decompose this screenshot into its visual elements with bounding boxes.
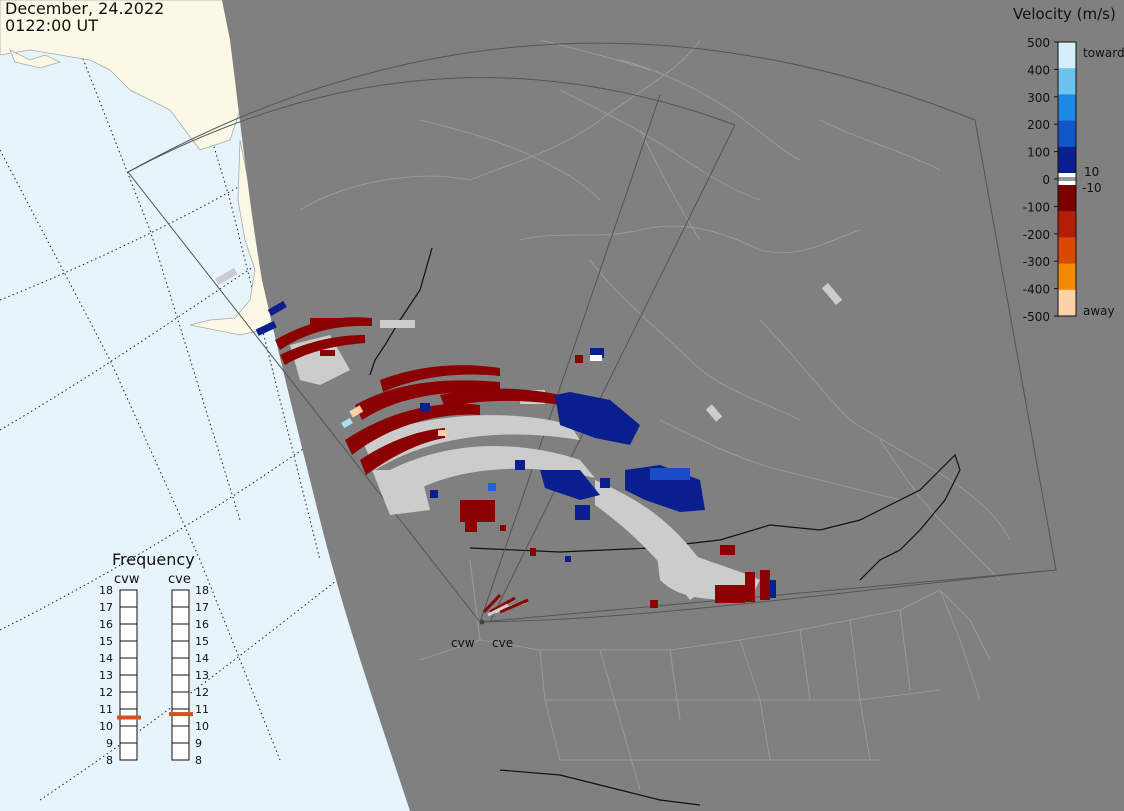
- legend-title: Velocity (m/s): [1013, 5, 1116, 23]
- frequency-scale-label-right: 16: [195, 618, 209, 631]
- radar-site-label-cve: cve: [492, 636, 513, 650]
- frequency-scale-label-right: 13: [195, 669, 209, 682]
- frequency-scale-label-left: 8: [106, 754, 113, 767]
- frequency-ticks: [120, 589, 189, 761]
- colorbar-segment-toward: [1058, 146, 1076, 174]
- colorbar-zero-line: [1058, 177, 1076, 181]
- frequency-scale-label-left: 18: [99, 584, 113, 597]
- velocity-tick-label: 200: [1027, 118, 1050, 132]
- velocity-tick-label: -300: [1023, 255, 1050, 269]
- frequency-scale-label-left: 11: [99, 703, 113, 716]
- colorbar-segment-toward: [1058, 42, 1076, 69]
- date-label: December, 24.2022: [5, 0, 165, 18]
- frequency-scale-label-right: 8: [195, 754, 202, 767]
- velocity-tick-label: -400: [1023, 283, 1050, 297]
- colorbar-segment-away: [1058, 263, 1076, 291]
- frequency-scale-label-right: 18: [195, 584, 209, 597]
- colorbar-segment-toward: [1058, 68, 1076, 95]
- velocity-tick-label: 400: [1027, 63, 1050, 77]
- country-borders: [369, 247, 961, 806]
- frequency-title: Frequency: [112, 550, 195, 569]
- frequency-scale-label-right: 14: [195, 652, 209, 665]
- radar-site-label-cvw: cvw: [451, 636, 475, 650]
- frequency-label-cvw: cvw: [114, 572, 140, 587]
- frequency-marker-cve: [169, 712, 193, 717]
- colorbar-segment-away: [1058, 185, 1076, 212]
- velocity-away-cells: [275, 317, 770, 608]
- frequency-scale-label-right: 10: [195, 720, 209, 733]
- velocity-tick-label: -100: [1023, 200, 1050, 214]
- near-range-cells: [482, 593, 529, 617]
- frequency-scale-label-left: 10: [99, 720, 113, 733]
- frequency-scale-label-left: 15: [99, 635, 113, 648]
- velocity-tick-label: -200: [1023, 228, 1050, 242]
- frequency-scale-label-right: 17: [195, 601, 209, 614]
- radar-site-dot: [479, 619, 485, 625]
- frequency-scale-label-right: 9: [195, 737, 202, 750]
- time-label: 0122:00 UT: [5, 16, 99, 35]
- night-shade: [222, 0, 1124, 811]
- ground-scatter: [214, 267, 843, 600]
- velocity-legend: 500 400 300 200 100 0 -100 -200 -300 -400 -500 tow…: [1023, 36, 1124, 324]
- colorbar-segment-away: [1058, 211, 1076, 238]
- frequency-scale-label-right: 12: [195, 686, 209, 699]
- frequency-scale-label-left: 9: [106, 737, 113, 750]
- frequency-scale-label-left: 13: [99, 669, 113, 682]
- frequency-scale-labels: 18 18 17 17 16 16 15 15 14 14 13 13 12 12 11 11 10 10 9 9 8 8: [99, 584, 209, 767]
- colorbar-segment-away: [1058, 237, 1076, 265]
- legend-toward-label: toward: [1083, 46, 1124, 60]
- lat-lon-grid: [0, 0, 351, 801]
- radar-fields-of-view: [127, 42, 1057, 623]
- velocity-tick-label: 500: [1027, 36, 1050, 50]
- radar-site-markers: cvw cve: [451, 619, 513, 650]
- colorbar-segment-away: [1058, 289, 1076, 317]
- velocity-colorbar: [1058, 42, 1076, 317]
- colorbar-segment-toward: [1058, 94, 1076, 122]
- frequency-scale-label-right: 15: [195, 635, 209, 648]
- frequency-scale-label-left: 16: [99, 618, 113, 631]
- legend-neg-threshold: -10: [1082, 181, 1102, 195]
- legend-pos-threshold: 10: [1084, 165, 1099, 179]
- frequency-marker-cvw: [117, 715, 141, 720]
- land-coastlines: [299, 39, 1011, 581]
- velocity-tick-label: 0: [1042, 173, 1050, 187]
- state-borders: [419, 559, 991, 791]
- frequency-panel: Frequency cvw cve 18 18 17 17 16 16 15 15 14 14 13…: [99, 550, 209, 767]
- frequency-label-cve: cve: [168, 572, 191, 587]
- velocity-highlight-cells: [341, 355, 690, 491]
- frequency-scale-label-left: 17: [99, 601, 113, 614]
- frequency-scale-label-right: 11: [195, 703, 209, 716]
- velocity-tick-label: 100: [1027, 146, 1050, 160]
- legend-away-label: away: [1083, 304, 1115, 318]
- frequency-scale-label-left: 12: [99, 686, 113, 699]
- velocity-tick-label: -500: [1023, 310, 1050, 324]
- colorbar-segment-toward: [1058, 120, 1076, 148]
- velocity-tick-label: 300: [1027, 91, 1050, 105]
- frequency-scale-label-left: 14: [99, 652, 113, 665]
- velocity-tick-labels: 500 400 300 200 100 0 -100 -200 -300 -400 -500: [1023, 36, 1058, 324]
